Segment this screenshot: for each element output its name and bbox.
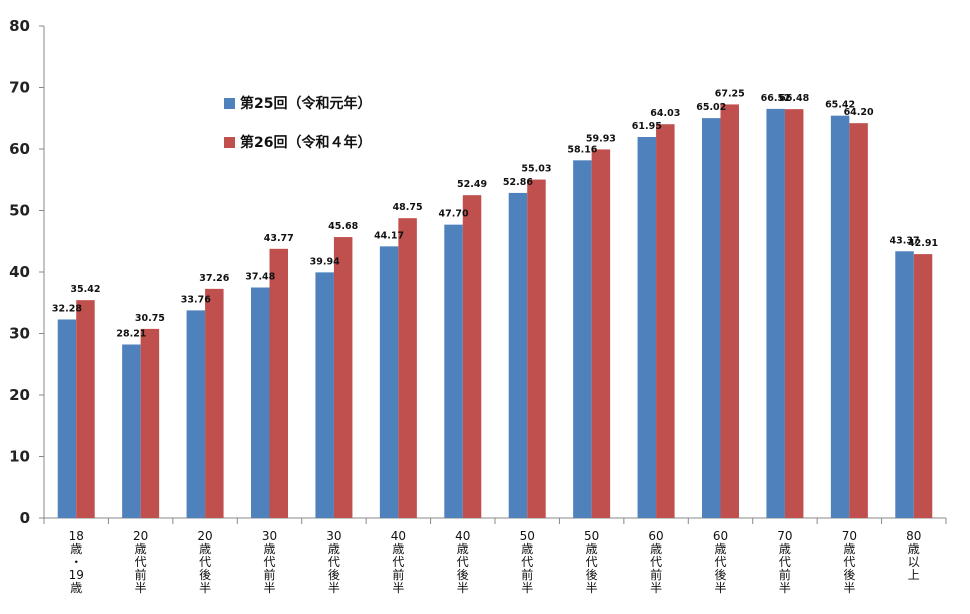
- data-label: 52.49: [457, 179, 487, 190]
- category-label: 60 歳代前半: [648, 529, 663, 595]
- bar: [830, 115, 850, 519]
- value-labels: 32.28 28.21 33.76 37.48 39.94 44.17 47.70 52.86…: [52, 88, 938, 339]
- y-tick-label: 50: [9, 202, 30, 220]
- y-tick-label: 40: [9, 263, 30, 281]
- category-label: 30 歳代前半: [262, 529, 277, 595]
- bars: [57, 104, 933, 519]
- data-label: 33.76: [181, 294, 211, 305]
- bar: [140, 328, 160, 518]
- bar: [637, 137, 657, 518]
- y-tick-label: 20: [9, 386, 30, 404]
- data-label: 61.95: [632, 121, 662, 132]
- data-label: 42.91: [908, 238, 938, 249]
- data-label: 37.26: [199, 273, 229, 284]
- data-label: 64.20: [844, 107, 874, 118]
- data-label: 44.17: [374, 230, 404, 241]
- data-label: 67.25: [715, 88, 745, 99]
- bar: [398, 218, 417, 518]
- data-label: 65.42: [825, 100, 855, 111]
- legend: 第25回（令和元年） 第26回（令和４年）: [224, 95, 371, 151]
- category-label: 40 歳代前半: [391, 529, 406, 595]
- category-label: 40 歳代後半: [455, 529, 470, 595]
- category-label: 20 歳代前半: [133, 529, 148, 595]
- category-label: 70 歳代後半: [842, 529, 857, 595]
- legend-label: 第26回（令和４年）: [240, 134, 371, 151]
- data-label: 43.37: [890, 235, 920, 246]
- data-label: 37.48: [245, 271, 275, 282]
- data-label: 47.70: [439, 209, 469, 220]
- data-label: 55.03: [521, 164, 551, 175]
- category-label: 70 歳代前半: [777, 529, 792, 595]
- category-label: 18 歳・ 19 歳: [69, 529, 84, 595]
- bar: [379, 246, 399, 519]
- data-label: 48.75: [393, 202, 423, 213]
- y-tick-label: 60: [9, 140, 30, 158]
- bar: [784, 109, 804, 518]
- bar: [766, 108, 785, 518]
- data-label: 39.94: [310, 256, 340, 267]
- y-tick-label: 10: [9, 448, 30, 466]
- data-label: 30.75: [135, 313, 165, 324]
- bar: [315, 272, 334, 518]
- bar: [444, 224, 463, 518]
- bar: [913, 254, 933, 518]
- category-label: 60 歳代後半: [713, 529, 728, 595]
- bar: [122, 344, 141, 518]
- data-label: 43.77: [264, 233, 294, 244]
- data-label: 35.42: [70, 284, 100, 295]
- category-label: 20 歳代後半: [197, 529, 212, 595]
- y-tick-label: 30: [9, 325, 30, 343]
- y-tick-label: 70: [9, 79, 30, 97]
- bar: [269, 248, 288, 518]
- bar: [656, 124, 675, 518]
- bar: [849, 123, 868, 519]
- bar: [205, 288, 224, 518]
- category-labels: 18 歳・ 19 歳 20 歳代前半 20 歳代後半 30 歳代前半 30 歳代後半 40 歳代前半 40 歳…: [69, 529, 922, 595]
- y-tick-label: 80: [9, 17, 30, 35]
- category-label: 50 歳代前半: [520, 529, 535, 595]
- data-label: 28.21: [116, 329, 146, 340]
- category-label: 50 歳代後半: [584, 529, 599, 595]
- data-label: 45.68: [328, 221, 358, 232]
- bar: [57, 319, 77, 518]
- data-label: 65.02: [696, 102, 726, 113]
- data-label: 66.48: [779, 93, 809, 104]
- bar: [251, 287, 270, 518]
- bar: [573, 160, 592, 519]
- legend-swatch: [224, 137, 235, 148]
- bar: [895, 251, 914, 518]
- data-label: 59.93: [586, 133, 616, 144]
- bar: [527, 179, 546, 519]
- bar: [591, 149, 611, 519]
- data-label: 66.52: [761, 93, 791, 104]
- bar: [186, 310, 206, 518]
- category-label: 30 歳代後半: [326, 529, 341, 595]
- bar: [720, 104, 739, 518]
- data-label: 64.03: [650, 108, 680, 119]
- data-label: 32.28: [52, 303, 82, 314]
- bar: [508, 192, 528, 518]
- data-label: 52.86: [503, 177, 533, 188]
- bar: [76, 300, 95, 518]
- bar: [702, 118, 721, 518]
- bar: [333, 237, 353, 518]
- legend-label: 第25回（令和元年）: [240, 95, 371, 112]
- legend-swatch: [224, 98, 235, 109]
- category-label: 80 歳以上: [906, 529, 921, 582]
- y-tick-label: 0: [20, 509, 30, 527]
- data-label: 58.16: [567, 144, 597, 155]
- bar: [462, 195, 482, 518]
